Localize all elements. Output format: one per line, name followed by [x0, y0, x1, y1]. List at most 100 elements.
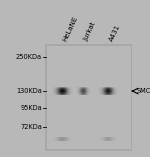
Bar [57, 94, 58, 95]
Bar [62, 94, 63, 95]
Bar [110, 94, 111, 95]
Bar [58, 91, 59, 92]
Bar [102, 88, 103, 89]
Bar [101, 94, 102, 95]
Bar [83, 91, 84, 92]
Bar [64, 92, 65, 93]
Bar [98, 94, 99, 95]
Bar [113, 91, 114, 92]
Bar [83, 90, 84, 91]
Bar [87, 89, 88, 90]
Bar [87, 87, 88, 88]
Bar [66, 88, 67, 89]
Bar [64, 93, 65, 94]
Bar [67, 92, 68, 93]
Bar [115, 88, 116, 89]
Bar [85, 87, 86, 88]
Bar [58, 137, 59, 141]
Bar [64, 91, 65, 92]
Bar [88, 91, 89, 92]
Bar [68, 137, 69, 141]
Bar [101, 137, 102, 141]
Bar [81, 90, 82, 91]
Bar [104, 87, 105, 88]
Bar [106, 89, 107, 90]
Bar [111, 93, 112, 94]
Bar [58, 87, 59, 88]
Bar [67, 90, 68, 91]
Bar [69, 90, 70, 91]
Bar [112, 89, 113, 90]
Bar [82, 89, 83, 90]
Bar [77, 88, 78, 89]
Bar [111, 92, 112, 93]
Bar [70, 91, 71, 92]
Bar [111, 90, 112, 91]
Bar [64, 93, 65, 94]
Bar [108, 137, 109, 141]
Bar [115, 94, 116, 95]
Bar [89, 94, 90, 95]
Bar [62, 91, 63, 92]
Bar [111, 94, 112, 95]
Bar [108, 88, 109, 89]
Bar [80, 88, 81, 89]
Bar [61, 89, 62, 90]
Bar [79, 89, 80, 90]
Bar [78, 92, 79, 93]
Bar [99, 91, 100, 92]
Bar [98, 89, 99, 90]
Bar [88, 94, 89, 95]
Bar [88, 87, 89, 88]
Bar [111, 89, 112, 90]
Bar [109, 88, 110, 89]
Bar [85, 93, 86, 94]
Bar [86, 93, 87, 94]
Bar [87, 88, 88, 89]
Bar [99, 88, 100, 89]
Bar [100, 88, 101, 89]
Bar [101, 87, 102, 88]
Bar [107, 92, 108, 93]
Bar [110, 87, 111, 88]
Bar [108, 137, 109, 141]
Bar [57, 87, 58, 88]
Bar [115, 92, 116, 93]
Bar [69, 88, 70, 89]
Bar [68, 91, 69, 92]
Bar [65, 90, 66, 91]
Bar [64, 137, 65, 141]
Bar [90, 89, 91, 90]
Bar [60, 87, 61, 88]
Bar [114, 90, 115, 91]
Bar [89, 93, 90, 94]
Bar [69, 137, 70, 141]
Bar [69, 91, 70, 92]
Text: 130KDa: 130KDa [16, 88, 42, 94]
Bar [70, 87, 71, 88]
Bar [79, 91, 80, 92]
Bar [89, 88, 90, 89]
Bar [116, 89, 117, 90]
Bar [110, 92, 111, 93]
Bar [89, 92, 90, 93]
Bar [85, 90, 86, 91]
Bar [70, 93, 71, 94]
Bar [57, 91, 58, 92]
Bar [87, 91, 88, 92]
Bar [69, 93, 70, 94]
Bar [70, 90, 71, 91]
Bar [89, 90, 90, 91]
Bar [111, 88, 112, 89]
Bar [59, 92, 60, 93]
Bar [54, 91, 55, 92]
Bar [110, 92, 111, 93]
Bar [115, 137, 116, 141]
Bar [108, 93, 109, 94]
Bar [52, 137, 53, 141]
Bar [87, 91, 88, 92]
Bar [60, 94, 61, 95]
Text: 250KDa: 250KDa [16, 54, 42, 60]
Bar [102, 94, 103, 95]
Bar [107, 93, 108, 94]
